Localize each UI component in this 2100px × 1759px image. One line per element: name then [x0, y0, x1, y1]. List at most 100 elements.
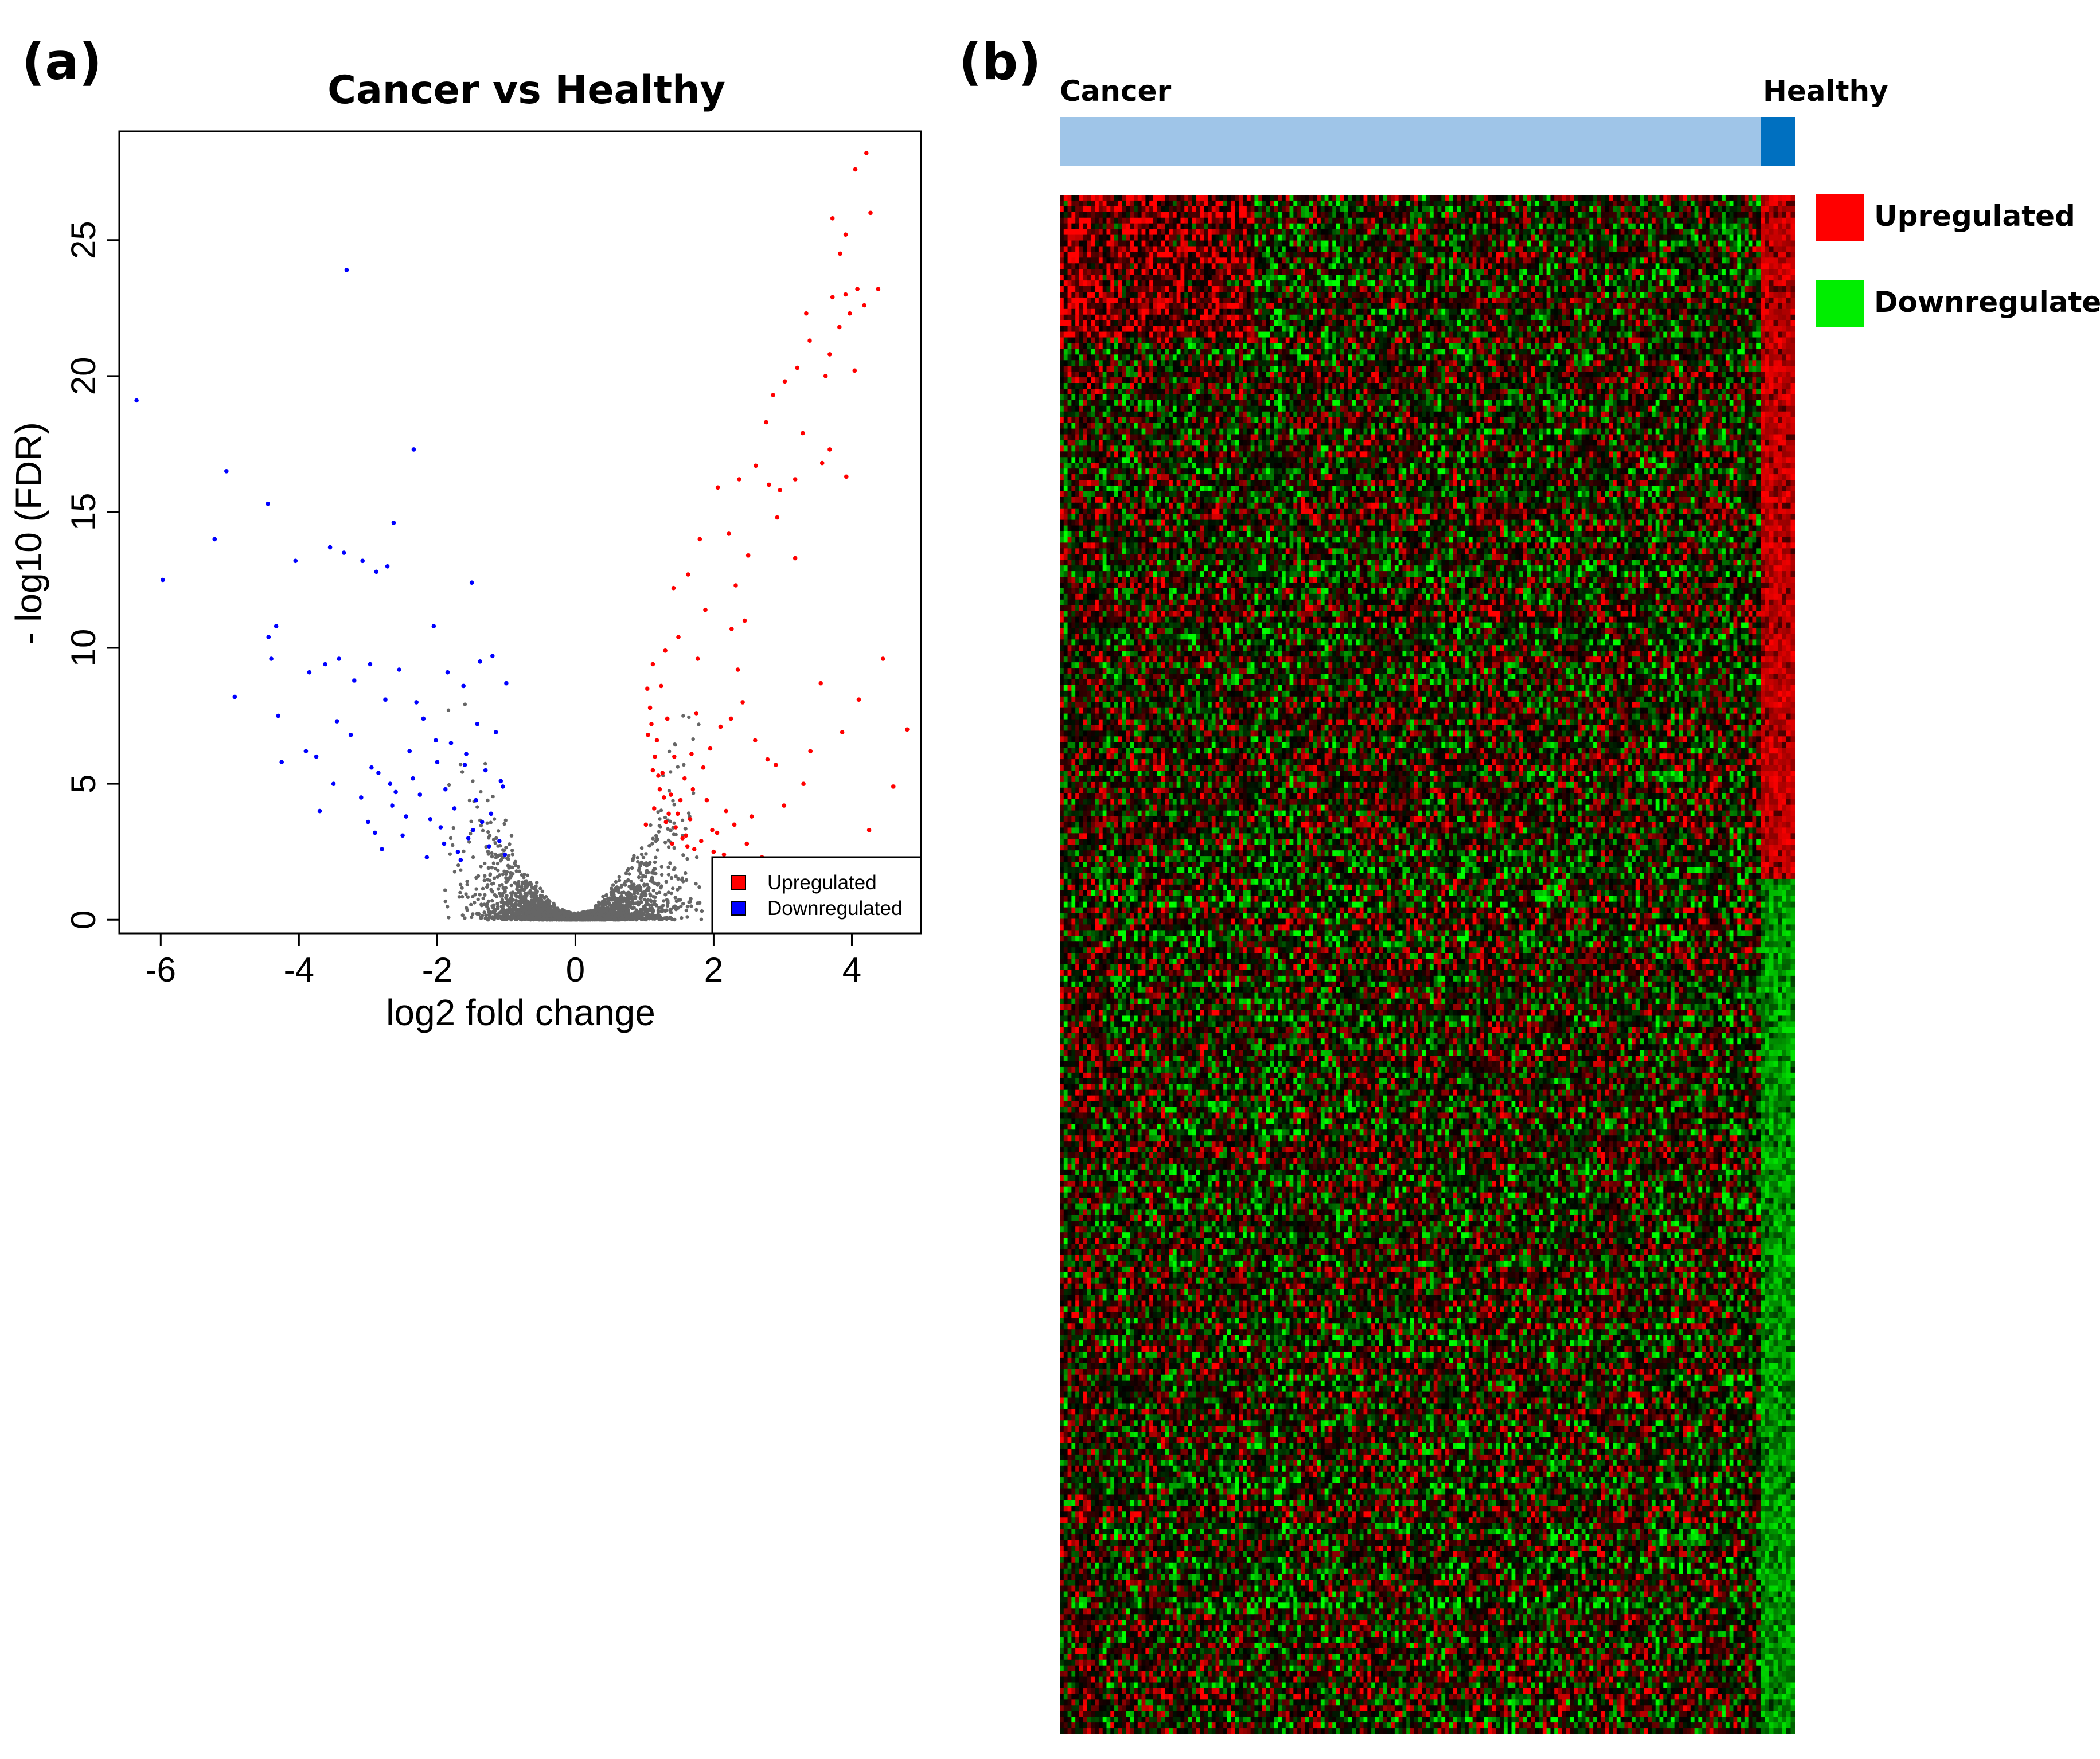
- volcano-title: Cancer vs Healthy: [327, 68, 725, 113]
- not-significant-point: [631, 857, 635, 860]
- not-significant-point: [685, 909, 688, 912]
- not-significant-point: [520, 888, 524, 891]
- not-significant-point: [483, 874, 486, 878]
- not-significant-point: [666, 827, 669, 831]
- not-significant-point: [479, 790, 482, 793]
- not-significant-point: [611, 892, 615, 895]
- not-significant-point: [465, 880, 469, 883]
- not-significant-point: [687, 900, 690, 904]
- not-significant-point: [676, 765, 680, 768]
- not-significant-point: [443, 889, 447, 892]
- not-significant-point: [656, 810, 659, 814]
- not-significant-point: [689, 904, 693, 908]
- not-significant-point: [654, 856, 657, 859]
- not-significant-point: [492, 838, 495, 841]
- not-significant-point: [618, 875, 621, 878]
- not-significant-point: [675, 900, 678, 903]
- not-significant-point: [611, 883, 615, 886]
- not-significant-point: [630, 866, 634, 870]
- not-significant-point: [449, 836, 452, 840]
- not-significant-point: [681, 853, 685, 857]
- not-significant-point: [469, 903, 473, 906]
- not-significant-point: [662, 899, 665, 902]
- not-significant-point: [483, 878, 486, 882]
- not-significant-point: [610, 886, 613, 890]
- not-significant-point: [493, 893, 497, 897]
- not-significant-point: [697, 722, 700, 726]
- not-significant-point: [667, 845, 670, 849]
- not-significant-point: [627, 867, 630, 871]
- not-significant-point: [467, 840, 471, 843]
- not-significant-point: [627, 872, 631, 875]
- not-significant-point: [642, 856, 645, 859]
- not-significant-point: [660, 909, 663, 912]
- not-significant-point: [601, 895, 604, 898]
- not-significant-point: [490, 899, 494, 902]
- not-significant-point: [689, 897, 692, 900]
- not-significant-point: [538, 886, 542, 890]
- not-significant-point: [618, 878, 621, 882]
- not-significant-point: [681, 819, 684, 822]
- not-significant-point: [482, 910, 486, 914]
- not-significant-point: [466, 883, 469, 886]
- not-significant-point: [479, 865, 483, 868]
- not-significant-point: [493, 877, 496, 880]
- not-significant-point: [686, 905, 689, 908]
- not-significant-point: [652, 889, 655, 892]
- not-significant-point: [622, 890, 626, 894]
- not-significant-point: [660, 865, 663, 869]
- not-significant-point: [636, 885, 639, 888]
- not-significant-point: [654, 903, 658, 906]
- not-significant-point: [677, 877, 680, 881]
- not-significant-point: [470, 820, 473, 823]
- not-significant-point: [481, 829, 485, 832]
- not-significant-point: [483, 762, 487, 765]
- not-significant-point: [673, 803, 676, 806]
- not-significant-point: [488, 879, 491, 882]
- not-significant-points: [443, 702, 704, 921]
- not-significant-point: [700, 909, 704, 913]
- not-significant-point: [692, 791, 695, 795]
- not-significant-point: [447, 916, 450, 919]
- not-significant-point: [669, 911, 673, 914]
- not-significant-point: [473, 901, 476, 904]
- not-significant-point: [674, 743, 677, 746]
- not-significant-point: [666, 901, 669, 905]
- not-significant-point: [477, 898, 480, 901]
- not-significant-point: [494, 856, 498, 859]
- not-significant-point: [685, 915, 689, 918]
- not-significant-point: [481, 897, 485, 900]
- not-significant-point: [490, 882, 494, 885]
- not-significant-point: [490, 855, 494, 858]
- not-significant-point: [541, 890, 544, 893]
- not-significant-point: [670, 876, 673, 880]
- not-significant-point: [448, 853, 452, 856]
- not-significant-point: [674, 833, 678, 836]
- not-significant-point: [614, 886, 617, 890]
- not-significant-point: [458, 895, 461, 898]
- not-significant-point: [648, 861, 651, 864]
- not-significant-point: [636, 856, 639, 859]
- not-significant-point: [682, 763, 685, 767]
- not-significant-point: [497, 887, 500, 890]
- not-significant-point: [453, 870, 456, 873]
- not-significant-point: [636, 892, 639, 895]
- not-significant-point: [649, 823, 652, 827]
- not-significant-point: [510, 884, 513, 887]
- not-significant-point: [458, 891, 462, 894]
- not-significant-point: [447, 709, 450, 712]
- not-significant-point: [663, 841, 667, 844]
- not-significant-point: [510, 834, 513, 838]
- not-significant-point: [526, 874, 529, 877]
- not-significant-point: [444, 900, 447, 903]
- not-significant-point: [491, 795, 494, 798]
- not-significant-point: [637, 875, 641, 879]
- not-significant-point: [486, 799, 489, 802]
- not-significant-point: [696, 901, 699, 905]
- not-significant-point: [535, 881, 538, 884]
- not-significant-point: [470, 916, 473, 919]
- not-significant-point: [695, 855, 698, 859]
- not-significant-point: [687, 811, 690, 815]
